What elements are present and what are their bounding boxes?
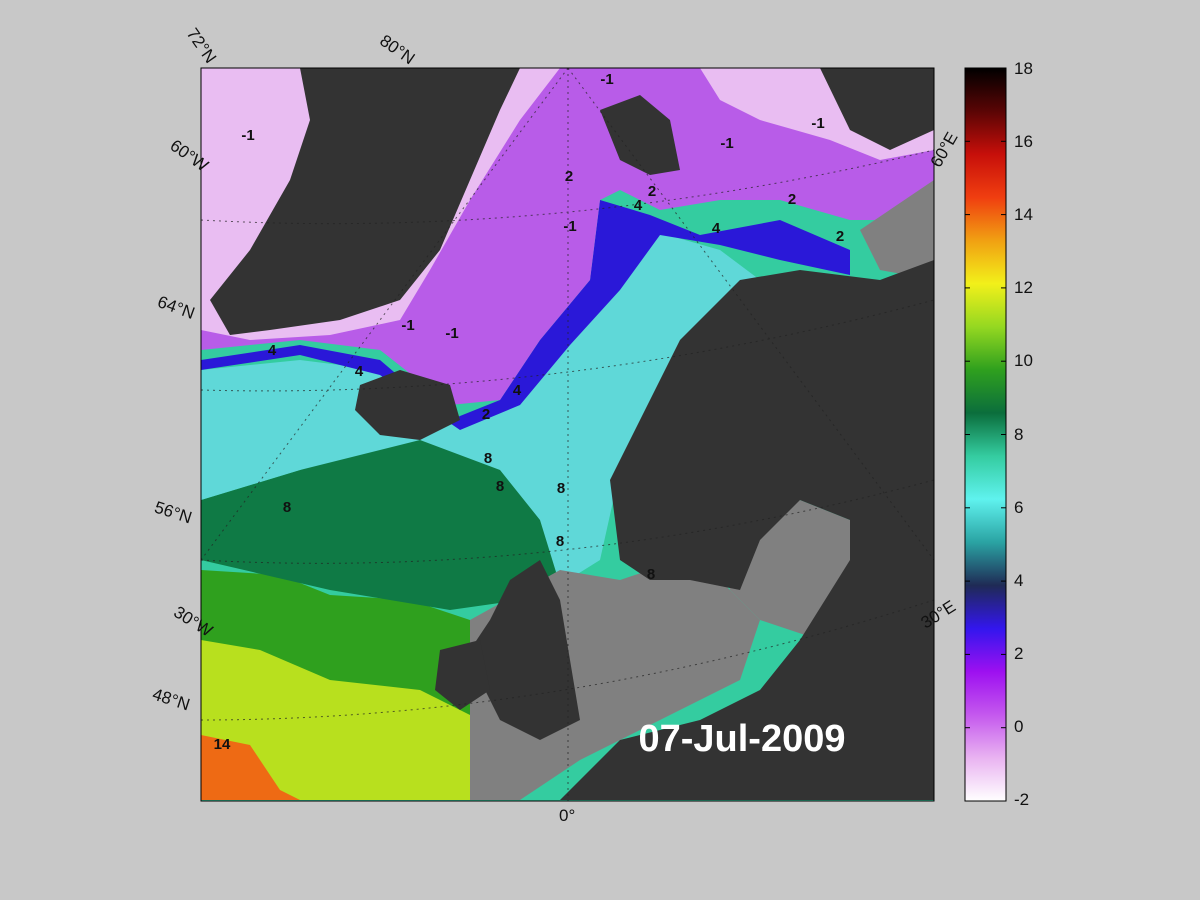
map-frame — [200, 67, 935, 802]
colorbar — [964, 67, 1007, 802]
graticule — [201, 68, 934, 801]
contour-label: -1 — [241, 127, 254, 144]
colorbar-tick-label: 4 — [1014, 571, 1024, 590]
green-water-zone — [201, 430, 580, 610]
land-greenland — [210, 68, 520, 335]
contour-label: 4 — [513, 382, 522, 399]
colorbar-tick-label: -2 — [1014, 790, 1030, 809]
contour-label: 2 — [482, 406, 490, 423]
colorbar-tick-label: 12 — [1014, 278, 1033, 297]
land-arctic-islands — [820, 68, 934, 150]
contour-label: 4 — [634, 197, 643, 214]
colorbar-tick-label: 14 — [1014, 205, 1033, 224]
colorbar-tick-label: 10 — [1014, 351, 1033, 370]
land-ireland — [435, 640, 490, 710]
colorbar-tick-label: 8 — [1014, 425, 1024, 444]
contour-label: -1 — [811, 115, 824, 132]
colorbar-tick-marks — [965, 67, 1006, 802]
land-iceland — [355, 370, 460, 440]
shelf-barents — [860, 180, 934, 280]
contour-label: -1 — [401, 317, 414, 334]
contour-label: 8 — [496, 478, 504, 495]
land-scandinavia — [560, 260, 934, 800]
colorbar-tick-label: 18 — [1014, 59, 1033, 78]
contour-label: -1 — [445, 325, 458, 342]
contour-label: 8 — [484, 450, 492, 467]
contour-label: 4 — [712, 220, 721, 237]
colorbar-tick-label: 16 — [1014, 132, 1033, 151]
contour-label: 8 — [647, 566, 655, 583]
colorbar-tick-label: 6 — [1014, 498, 1024, 517]
contour-label: 4 — [268, 342, 277, 359]
contour-label: -1 — [720, 135, 733, 152]
contour-label: 8 — [283, 499, 291, 516]
colorbar-tick-label: 0 — [1014, 717, 1024, 736]
contour-label: -1 — [563, 218, 576, 235]
contour-label: 8 — [556, 533, 564, 550]
land-svalbard — [600, 95, 680, 175]
contour-label: 2 — [565, 168, 573, 185]
meridian-label-0: 0° — [559, 806, 576, 825]
contour-label: 4 — [355, 363, 364, 380]
contour-label: 2 — [648, 183, 656, 200]
contour-label: -1 — [600, 71, 613, 88]
colorbar-tick-label: 2 — [1014, 644, 1024, 663]
contour-label: 8 — [557, 480, 565, 497]
contour-label: 14 — [214, 736, 231, 753]
orange-water-zone — [201, 735, 300, 800]
contour-label: 2 — [788, 191, 796, 208]
yellow-water-zone — [201, 640, 500, 800]
polar-front-band — [201, 200, 850, 430]
cyan-water-zone — [201, 230, 760, 585]
date-label: 07-Jul-2009 — [638, 718, 845, 760]
land-british-isles — [470, 560, 580, 740]
contour-label: 2 — [836, 228, 844, 245]
